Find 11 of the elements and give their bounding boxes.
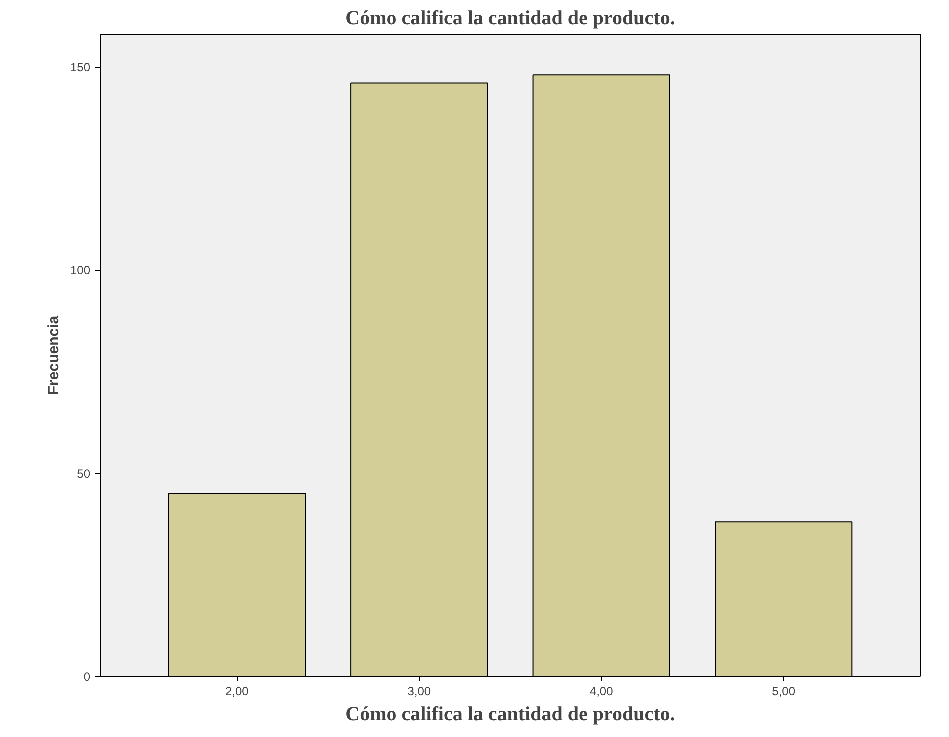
y-axis-title: Frecuencia xyxy=(45,315,62,396)
x-tick-label: 3,00 xyxy=(408,684,432,698)
x-tick-label: 5,00 xyxy=(772,684,796,698)
x-tick-label: 4,00 xyxy=(590,684,614,698)
y-tick-label: 100 xyxy=(70,264,91,278)
y-tick-label: 50 xyxy=(77,466,91,481)
x-axis-title: Cómo califica la cantidad de producto. xyxy=(346,704,676,726)
chart-title: Cómo califica la cantidad de producto. xyxy=(346,8,676,30)
x-tick-label: 2,00 xyxy=(225,684,250,698)
y-tick-label: 0 xyxy=(84,670,91,684)
y-tick-label: 150 xyxy=(70,60,91,75)
